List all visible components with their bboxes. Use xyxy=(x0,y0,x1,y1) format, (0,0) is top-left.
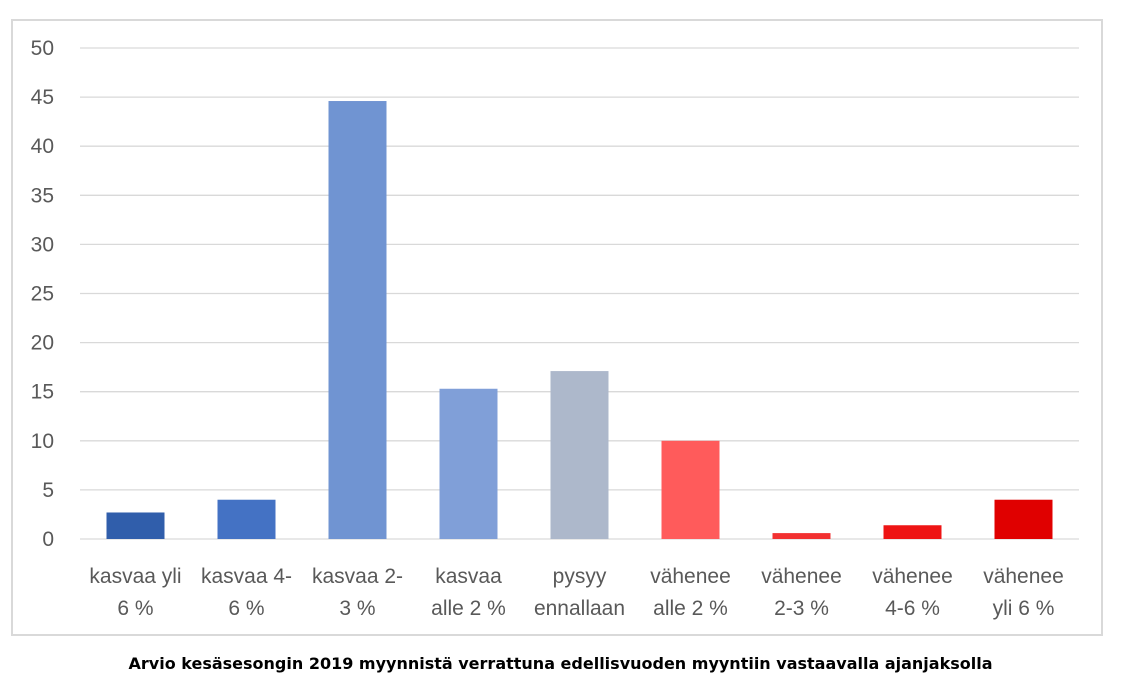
x-category-label: pysyy ennallaan xyxy=(534,565,625,620)
x-category-label-line: 6 % xyxy=(117,597,153,620)
y-tick-label: 40 xyxy=(31,135,54,158)
x-category-label: vähenee 2-3 % xyxy=(761,565,842,620)
chart-frame: 0 5 10 15 20 25 30 35 40 45 50 kasvaa yli 6 % kasvaa … xyxy=(11,19,1103,636)
x-category-label-line: 3 % xyxy=(339,597,375,620)
x-category-label-line: vähenee xyxy=(872,565,953,588)
y-tick-label: 20 xyxy=(31,332,54,355)
x-category-label: vähenee 4-6 % xyxy=(872,565,953,620)
x-category-label-line: vähenee xyxy=(650,565,731,588)
x-category-label-line: alle 2 % xyxy=(431,597,506,620)
x-category-label-line: yli 6 % xyxy=(993,597,1055,620)
x-category-label: kasvaa alle 2 % xyxy=(431,565,506,620)
bar xyxy=(106,512,165,539)
x-category-label-line: kasvaa 4- xyxy=(201,565,292,588)
x-category-label-line: vähenee xyxy=(983,565,1064,588)
x-category-label-line: 6 % xyxy=(228,597,264,620)
bar xyxy=(550,371,609,539)
bar xyxy=(439,388,498,539)
x-category-label: vähenee alle 2 % xyxy=(650,565,731,620)
y-tick-label: 25 xyxy=(31,283,54,306)
x-category-label-line: ennallaan xyxy=(534,597,625,620)
chart-caption: Arvio kesäsesongin 2019 myynnistä verrat… xyxy=(128,654,993,673)
x-category-label-line: 4-6 % xyxy=(885,597,940,620)
x-category-label: kasvaa 2- 3 % xyxy=(312,565,403,620)
bar xyxy=(328,101,387,539)
y-tick-label: 45 xyxy=(31,86,54,109)
y-tick-label: 5 xyxy=(42,479,54,502)
x-category-label-line: pysyy xyxy=(553,565,607,588)
y-tick-label: 0 xyxy=(42,528,54,551)
y-tick-label: 35 xyxy=(31,184,54,207)
x-category-label: vähenee yli 6 % xyxy=(983,565,1064,620)
y-tick-label: 15 xyxy=(31,381,54,404)
x-category-label-line: alle 2 % xyxy=(653,597,728,620)
bar xyxy=(994,499,1053,539)
x-category-label-line: kasvaa yli xyxy=(89,565,181,588)
bar xyxy=(883,525,942,539)
x-category-label-line: kasvaa 2- xyxy=(312,565,403,588)
x-category-label-line: vähenee xyxy=(761,565,842,588)
bar xyxy=(217,499,276,539)
y-tick-label: 10 xyxy=(31,430,54,453)
x-category-label: kasvaa 4- 6 % xyxy=(201,565,292,620)
x-category-label: kasvaa yli 6 % xyxy=(89,565,181,620)
y-tick-label: 50 xyxy=(31,37,54,60)
bar xyxy=(661,440,720,539)
x-category-label-line: kasvaa xyxy=(435,565,502,588)
x-category-label-line: 2-3 % xyxy=(774,597,829,620)
y-tick-label: 30 xyxy=(31,233,54,256)
bar xyxy=(772,533,831,539)
